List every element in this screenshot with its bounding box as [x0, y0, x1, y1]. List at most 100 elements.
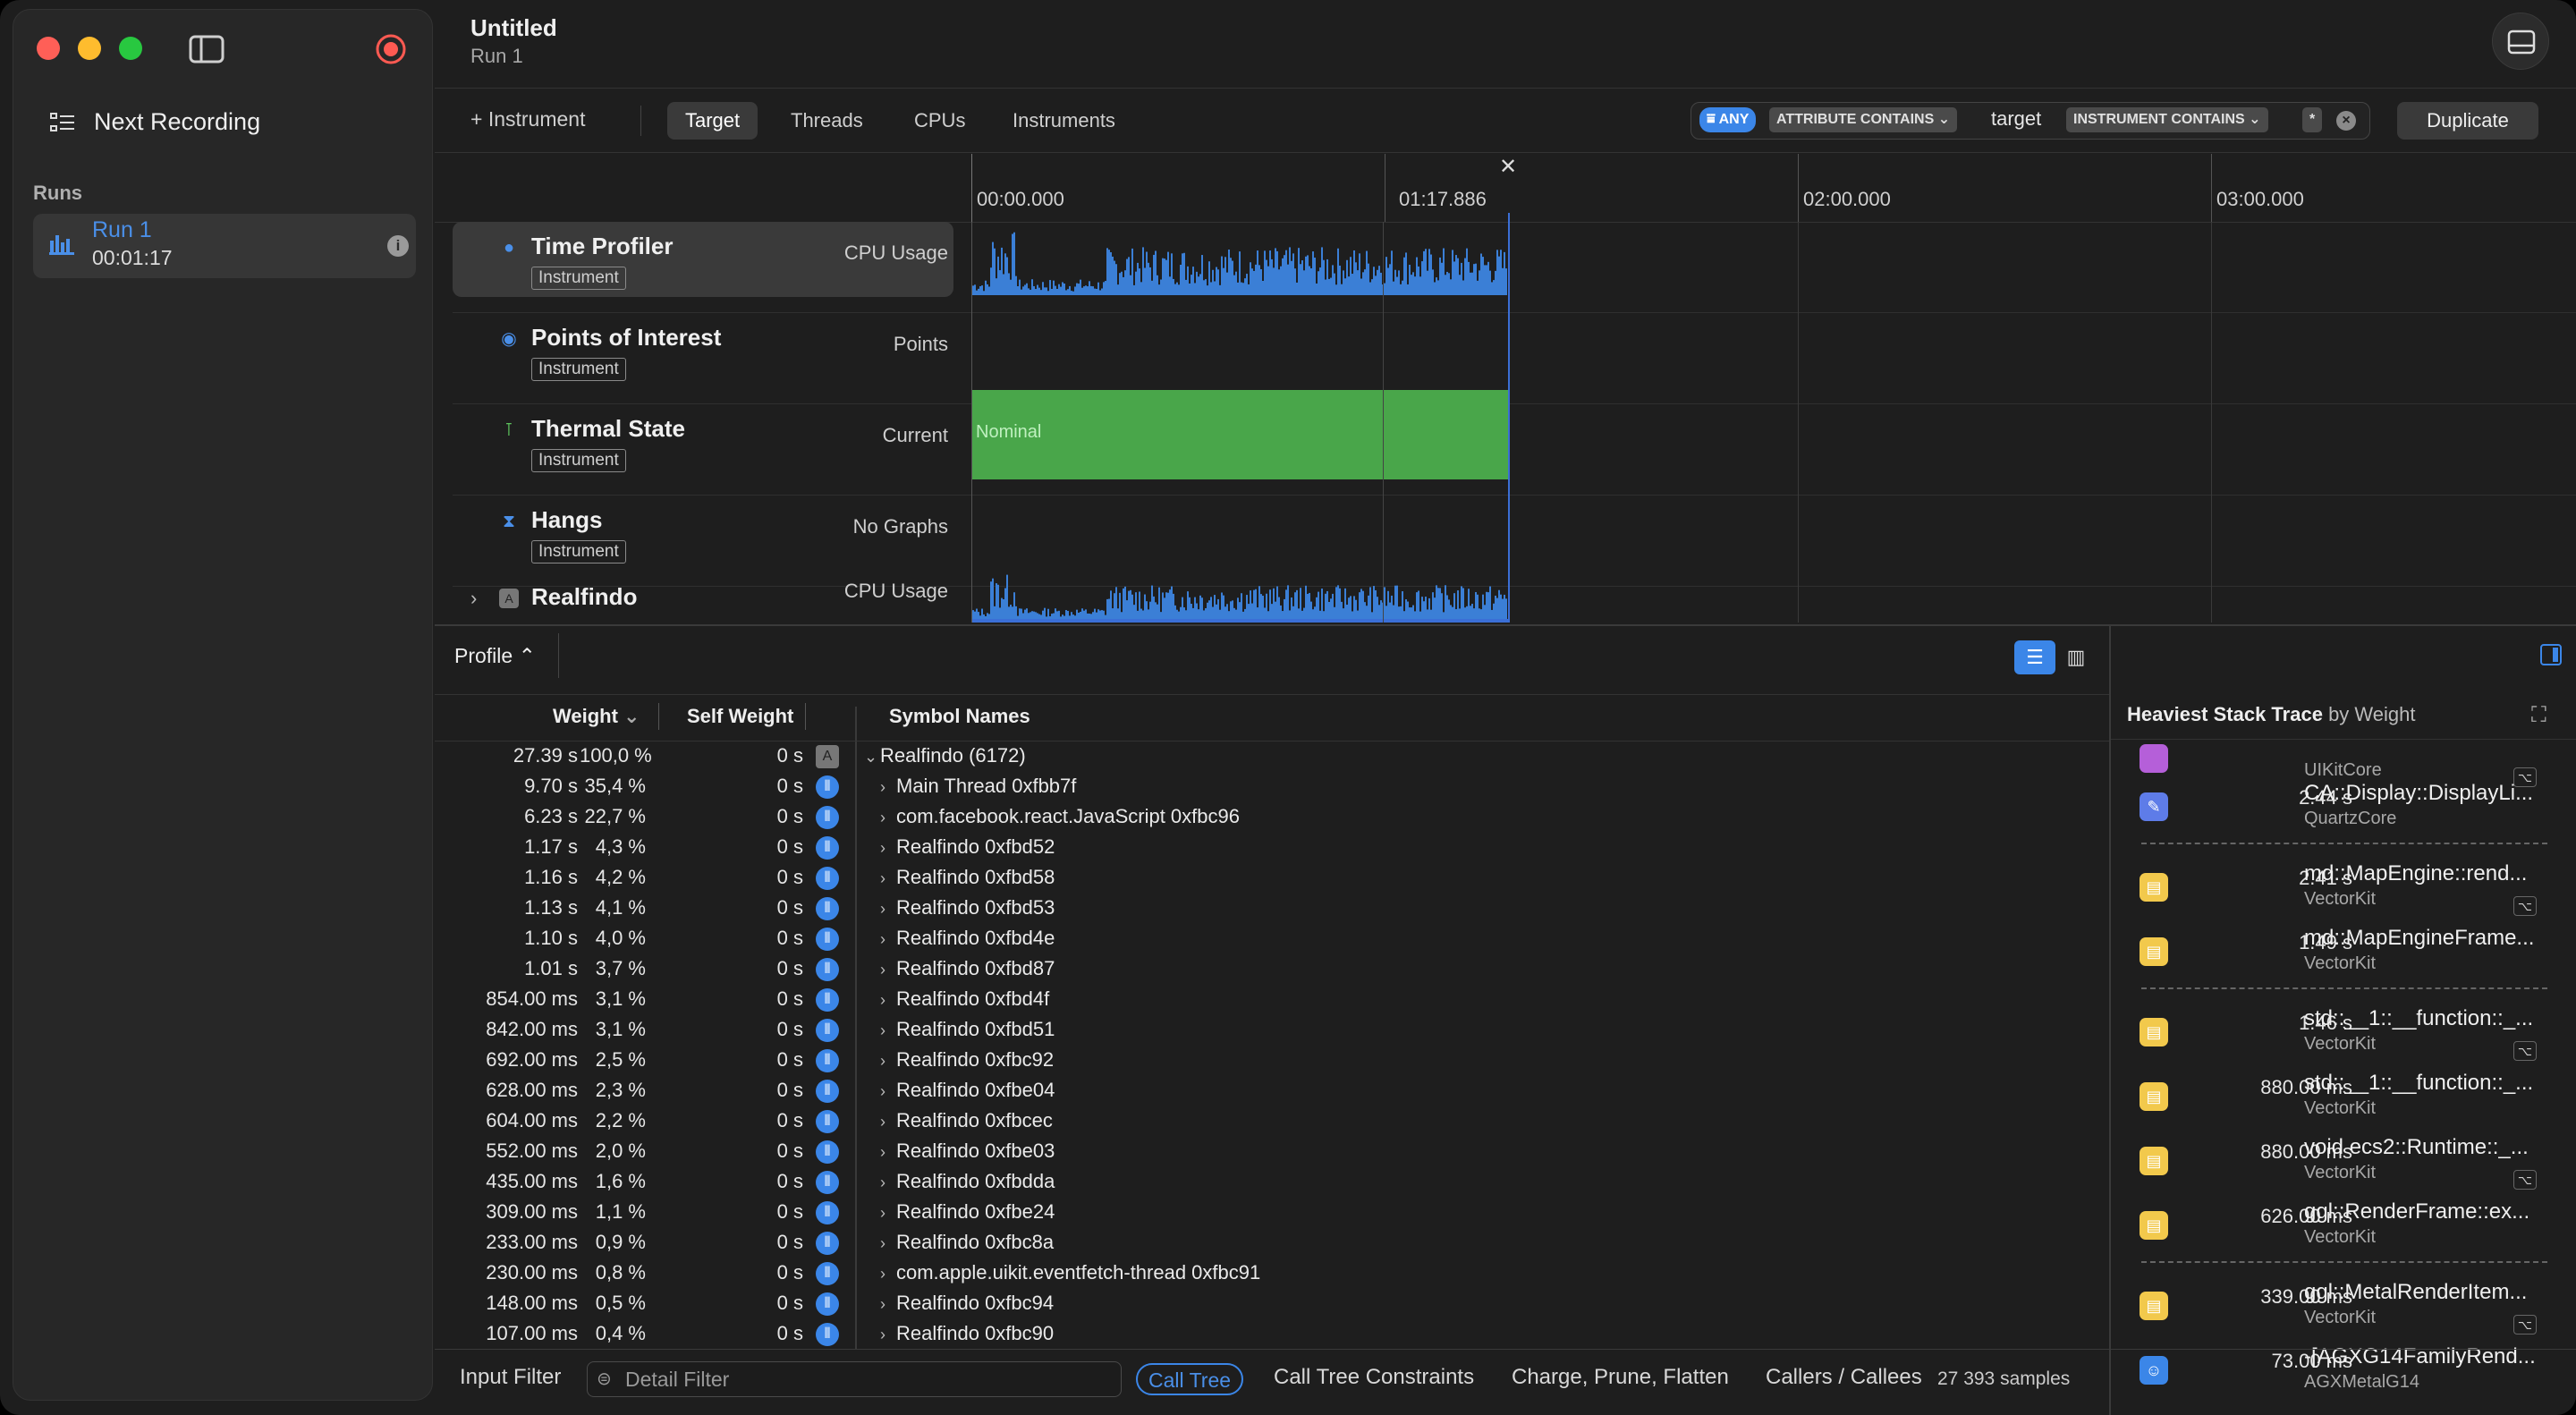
callers-callees-button[interactable]: Callers / Callees — [1766, 1365, 1922, 1389]
table-row[interactable]: 309.00 ms 1,1 % 0 s ⦀ › Realfindo 0xfbe24 — [436, 1197, 2109, 1227]
track-time-profiler[interactable]: ● Time Profiler Instrument CPU Usage — [453, 222, 2576, 313]
disclosure-chevron-icon[interactable]: › — [880, 930, 886, 948]
expand-icon[interactable]: ⛶ — [2531, 703, 2546, 727]
filter-any-chip[interactable]: ⩸ ANY — [1699, 107, 1757, 132]
disclosure-chevron-icon[interactable]: › — [880, 1143, 886, 1161]
disclosure-chevron-icon[interactable]: › — [880, 1113, 886, 1131]
disclosure-chevron-icon[interactable]: › — [880, 1295, 886, 1313]
table-row[interactable]: 148.00 ms 0,5 % 0 s ⦀ › Realfindo 0xfbc94 — [436, 1288, 2109, 1318]
self-weight-column-header[interactable]: Self Weight — [687, 705, 794, 727]
stack-frame[interactable]: ▤ 2.41 s md::MapEngine::rend... VectorKit ⌥ — [2118, 855, 2558, 919]
close-inspection-icon[interactable]: ✕ — [1499, 155, 1518, 179]
table-row[interactable]: 435.00 ms 1,6 % 0 s ⦀ › Realfindo 0xfbdda — [436, 1166, 2109, 1197]
panel-toggle-button[interactable] — [2492, 13, 2549, 70]
disclosure-chevron-icon[interactable]: › — [880, 991, 886, 1009]
table-row[interactable]: 552.00 ms 2,0 % 0 s ⦀ › Realfindo 0xfbe03 — [436, 1136, 2109, 1166]
stack-frame[interactable]: ▤ 880.00 ms std::__1::__function::_... Vect… — [2118, 1064, 2558, 1129]
disclosure-chevron-icon[interactable]: › — [880, 809, 886, 826]
stack-frame[interactable]: ☺ 73.00 ms -[AGXG14FamilyRend... AGXMetalG1… — [2118, 1338, 2558, 1402]
weight-cell: 1.10 s — [524, 927, 578, 949]
detail-filter-input[interactable]: ⊜ Detail Filter — [587, 1361, 1122, 1397]
disclosure-chevron-icon[interactable]: › — [880, 1174, 886, 1191]
table-row[interactable]: 1.10 s 4,0 % 0 s ⦀ › Realfindo 0xfbd4e — [436, 923, 2109, 953]
stack-frame[interactable]: UIKitCore ⌥ — [2118, 726, 2558, 791]
next-recording-button[interactable]: Next Recording — [94, 108, 261, 135]
filter-value-target[interactable]: target — [1991, 107, 2042, 130]
table-row[interactable]: 628.00 ms 2,3 % 0 s ⦀ › Realfindo 0xfbe04 — [436, 1075, 2109, 1106]
stack-frame[interactable]: ▤ 626.00 ms ggl::RenderFrame::ex... VectorK… — [2118, 1193, 2558, 1258]
stack-frame[interactable]: ▤ 880.00 ms void ecs2::Runtime::_... Vector… — [2118, 1129, 2558, 1193]
track-thermal-state[interactable]: ⊺ Thermal State Instrument Current — [453, 404, 2576, 496]
table-row[interactable]: 9.70 s 35,4 % 0 s ⦀ › Main Thread 0xfbb7f — [436, 771, 2109, 801]
symbol-names-column-header[interactable]: Symbol Names — [889, 705, 1030, 727]
instrument-contains-chip[interactable]: INSTRUMENT CONTAINS ⌄ — [2066, 107, 2268, 132]
stack-frame[interactable]: ✎ 2.44 s CA::Display::DisplayLi... QuartzCo… — [2118, 775, 2558, 839]
tab-instruments[interactable]: Instruments — [1013, 109, 1115, 131]
disclosure-chevron-icon[interactable]: › — [880, 1204, 886, 1222]
table-row[interactable]: 1.01 s 3,7 % 0 s ⦀ › Realfindo 0xfbd87 — [436, 953, 2109, 984]
view-selector[interactable]: Profile ⌃ — [454, 644, 536, 667]
table-row[interactable]: 604.00 ms 2,2 % 0 s ⦀ › Realfindo 0xfbcec — [436, 1106, 2109, 1136]
attribute-contains-chip[interactable]: ATTRIBUTE CONTAINS ⌄ — [1769, 107, 1958, 132]
table-row[interactable]: 692.00 ms 2,5 % 0 s ⦀ › Realfindo 0xfbc92 — [436, 1045, 2109, 1075]
disclosure-chevron-icon[interactable]: ⌄ — [864, 748, 878, 766]
disclosure-chevron-icon[interactable]: › — [880, 839, 886, 857]
table-row[interactable]: 842.00 ms 3,1 % 0 s ⦀ › Realfindo 0xfbd51 — [436, 1014, 2109, 1045]
stack-frame[interactable]: ▤ 1.46 s std::__1::__function::_... VectorK… — [2118, 1000, 2558, 1064]
jump-icon[interactable]: ⌥ — [2513, 1315, 2537, 1335]
disclosure-chevron-icon[interactable]: › — [880, 1052, 886, 1070]
run-item[interactable]: Run 1 00:01:17 i — [33, 214, 416, 278]
disclosure-chevron-icon[interactable]: › — [880, 1265, 886, 1283]
filter-star-chip[interactable]: * — [2302, 107, 2323, 132]
table-row[interactable]: 230.00 ms 0,8 % 0 s ⦀ › com.apple.uikit.event… — [436, 1258, 2109, 1288]
minimize-window-button[interactable] — [78, 37, 101, 60]
disclosure-chevron-icon[interactable]: › — [880, 961, 886, 979]
track-realfindo[interactable]: › A Realfindo CPU Usage — [453, 569, 2576, 623]
disclosure-chevron-icon[interactable]: › — [880, 869, 886, 887]
add-instrument-button[interactable]: + Instrument — [470, 107, 586, 131]
clear-filter-icon[interactable]: × — [2336, 111, 2356, 131]
table-row[interactable]: 1.17 s 4,3 % 0 s ⦀ › Realfindo 0xfbd52 — [436, 832, 2109, 862]
list-view-icon[interactable]: ☰ — [2014, 640, 2055, 674]
flame-view-icon[interactable]: ▥ — [2066, 646, 2086, 668]
stack-frame[interactable]: ▤ 339.00 ms ggl::MetalRenderItem... VectorK… — [2118, 1274, 2558, 1338]
info-icon[interactable]: i — [387, 235, 409, 257]
track-hangs[interactable]: ⧗ Hangs Instrument No Graphs — [453, 496, 2576, 587]
tab-target[interactable]: Target — [667, 102, 758, 140]
duplicate-button[interactable]: Duplicate — [2397, 102, 2538, 140]
inspector-toggle-icon[interactable] — [2540, 644, 2562, 665]
expand-chevron-icon[interactable]: › — [470, 587, 478, 609]
weight-column-header[interactable]: Weight ⌄ — [553, 705, 640, 727]
table-row[interactable]: 27.39 s 100,0 % 0 s A ⌄ Realfindo (6172) — [436, 741, 2109, 771]
track-points-of-interest[interactable]: ◉ Points of Interest Instrument Points — [453, 313, 2576, 404]
table-row[interactable]: 107.00 ms 0,4 % 0 s ⦀ › Realfindo 0xfbc90 — [436, 1318, 2109, 1349]
disclosure-chevron-icon[interactable]: › — [880, 1021, 886, 1039]
jump-icon[interactable]: ⌥ — [2513, 896, 2537, 916]
tab-threads[interactable]: Threads — [791, 109, 863, 131]
call-tree-constraints-button[interactable]: Call Tree Constraints — [1274, 1365, 1475, 1389]
table-row[interactable]: 6.23 s 22,7 % 0 s ⦀ › com.facebook.react.Java… — [436, 801, 2109, 832]
charge-prune-flatten-button[interactable]: Charge, Prune, Flatten — [1512, 1365, 1729, 1389]
disclosure-chevron-icon[interactable]: › — [880, 1326, 886, 1343]
table-row[interactable]: 1.13 s 4,1 % 0 s ⦀ › Realfindo 0xfbd53 — [436, 893, 2109, 923]
sidebar-toggle-icon[interactable] — [189, 35, 225, 64]
zoom-window-button[interactable] — [119, 37, 142, 60]
disclosure-chevron-icon[interactable]: › — [880, 1234, 886, 1252]
call-tree-button[interactable]: Call Tree — [1136, 1363, 1244, 1395]
playhead[interactable] — [1508, 213, 1510, 623]
disclosure-chevron-icon[interactable]: › — [880, 778, 886, 796]
timeline-ruler[interactable]: 00:00.000 01:17.886 02:00.000 03:00.000 … — [971, 154, 2576, 222]
jump-icon[interactable]: ⌥ — [2513, 1170, 2537, 1190]
input-filter-label[interactable]: Input Filter — [460, 1365, 562, 1389]
jump-icon[interactable]: ⌥ — [2513, 1041, 2537, 1061]
tab-cpus[interactable]: CPUs — [914, 109, 966, 131]
disclosure-chevron-icon[interactable]: › — [880, 1082, 886, 1100]
table-row[interactable]: 854.00 ms 3,1 % 0 s ⦀ › Realfindo 0xfbd4f — [436, 984, 2109, 1014]
close-window-button[interactable] — [37, 37, 60, 60]
stack-frame[interactable]: ▤ 1.49 s md::MapEngineFrame... VectorKit — [2118, 919, 2558, 984]
table-row[interactable]: 1.16 s 4,2 % 0 s ⦀ › Realfindo 0xfbd58 — [436, 862, 2109, 893]
jump-icon[interactable]: ⌥ — [2513, 767, 2537, 787]
table-row[interactable]: 233.00 ms 0,9 % 0 s ⦀ › Realfindo 0xfbc8a — [436, 1227, 2109, 1258]
disclosure-chevron-icon[interactable]: › — [880, 900, 886, 918]
record-icon[interactable] — [375, 33, 407, 65]
